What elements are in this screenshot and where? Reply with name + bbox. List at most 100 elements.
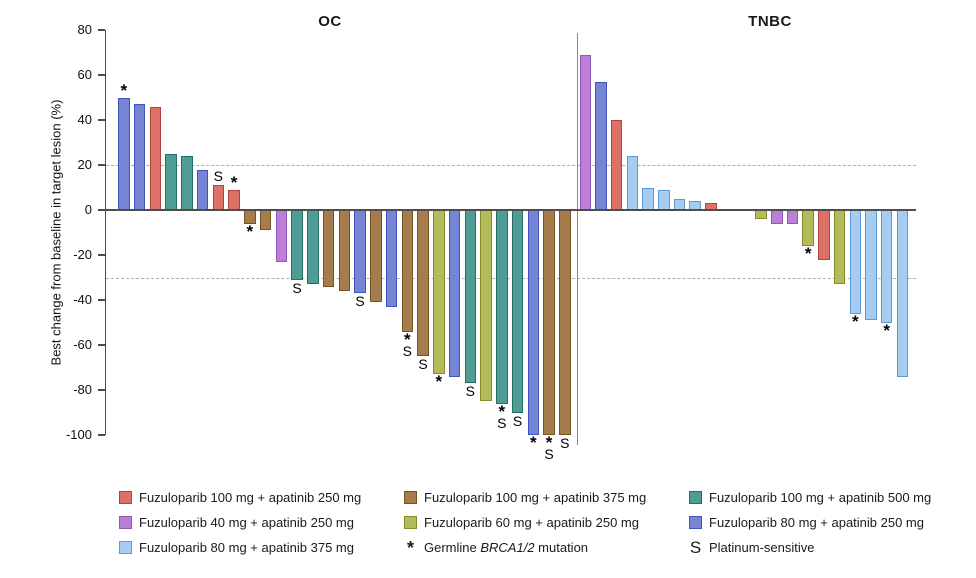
platinum-sensitive-mark: S xyxy=(213,168,223,185)
brca-mutation-mark: * xyxy=(403,329,411,349)
legend-column: Fuzuloparib 100 mg + apatinib 375 mg Fuzu… xyxy=(404,485,646,560)
bar xyxy=(291,210,303,280)
bar-marks: S xyxy=(550,436,580,456)
legend-label: Germline BRCA1/2 mutation xyxy=(424,540,589,555)
y-tick xyxy=(97,434,105,436)
bar xyxy=(181,156,193,210)
bar xyxy=(370,210,382,303)
bar xyxy=(755,210,767,219)
bar xyxy=(833,210,846,285)
zero-baseline xyxy=(106,209,916,211)
bar xyxy=(771,210,783,224)
y-axis-line xyxy=(104,30,107,435)
bar xyxy=(511,210,524,413)
bar xyxy=(595,81,607,210)
bar-marks: S xyxy=(204,164,234,183)
bar xyxy=(354,210,366,294)
y-tick xyxy=(97,119,105,121)
bar-marks: S xyxy=(408,356,438,377)
y-tick xyxy=(97,389,105,391)
bar xyxy=(118,97,130,210)
panel-title-oc: OC xyxy=(318,13,342,30)
legend-swatch-teal xyxy=(689,491,702,504)
bar-marks: * S xyxy=(393,329,423,366)
y-tick xyxy=(97,74,105,76)
legend-column: Fuzuloparib 100 mg + apatinib 250 mg Fuzu… xyxy=(119,485,361,560)
y-tick-label: -60 xyxy=(73,337,92,352)
bar xyxy=(896,210,909,377)
bar-marks: * xyxy=(424,373,454,395)
legend-label: Fuzuloparib 40 mg + apatinib 250 mg xyxy=(139,515,354,530)
asterisk-symbol: * xyxy=(406,537,414,558)
bar-marks: * S xyxy=(487,401,517,438)
brca-mutation-mark: * xyxy=(851,311,859,331)
y-tick-label: -100 xyxy=(65,427,92,442)
y-tick xyxy=(97,344,105,346)
bar-marks: * xyxy=(793,245,823,267)
platinum-sensitive-mark: S xyxy=(292,279,302,296)
brca-mutation-mark: * xyxy=(120,80,128,100)
platinum-sensitive-mark: S xyxy=(497,414,507,431)
legend-label: Fuzuloparib 80 mg + apatinib 250 mg xyxy=(709,515,924,530)
reference-line--30 xyxy=(106,277,916,279)
legend-swatch-olive xyxy=(404,516,417,529)
legend-label: Fuzuloparib 100 mg + apatinib 500 mg xyxy=(709,490,932,505)
legend-item: Fuzuloparib 60 mg + apatinib 250 mg xyxy=(404,510,646,535)
y-tick-label: 20 xyxy=(77,157,92,172)
bar-marks: * S xyxy=(534,433,564,469)
bar xyxy=(658,189,670,210)
bar xyxy=(385,210,398,307)
bar xyxy=(322,210,335,287)
panel-divider-line xyxy=(576,33,578,445)
y-tick-label: 40 xyxy=(77,112,92,127)
bar xyxy=(543,210,555,435)
platinum-sensitive-mark: S xyxy=(355,293,365,310)
legend-swatch-purple xyxy=(119,516,132,529)
legend-item: S Platinum-sensitive xyxy=(689,535,931,560)
bar xyxy=(496,210,508,404)
legend-label: Fuzuloparib 100 mg + apatinib 375 mg xyxy=(424,490,647,505)
brca-mutation-mark: * xyxy=(246,221,254,241)
bar-marks: * xyxy=(841,311,871,335)
bar xyxy=(849,210,862,314)
legend-item: Fuzuloparib 100 mg + apatinib 500 mg xyxy=(689,485,931,510)
s-symbol: S xyxy=(689,538,702,557)
bar xyxy=(307,210,319,285)
brca-mutation-mark: * xyxy=(230,172,238,192)
bar xyxy=(880,210,893,323)
brca-mutation-mark: * xyxy=(498,401,506,421)
legend-swatch-violet xyxy=(689,516,702,529)
bar-marks: S xyxy=(456,383,486,404)
bar xyxy=(626,156,639,210)
bar-marks: * xyxy=(872,320,902,344)
legend-item: * Germline BRCA1/2 mutation xyxy=(404,535,646,560)
legend-item: Fuzuloparib 40 mg + apatinib 250 mg xyxy=(119,510,361,535)
y-tick-label: 0 xyxy=(84,202,92,217)
bar-marks: S xyxy=(282,279,312,301)
bar xyxy=(579,54,591,210)
brca-mutation-mark: * xyxy=(883,320,890,340)
bar xyxy=(786,210,799,224)
panel-title-tnbc: TNBC xyxy=(748,13,792,30)
brca-mutation-mark: * xyxy=(545,433,553,452)
platinum-sensitive-mark: S xyxy=(402,342,412,359)
platinum-sensitive-mark: S xyxy=(465,383,475,400)
bar xyxy=(133,104,146,210)
bar-marks: * xyxy=(235,221,265,245)
bar-marks: S xyxy=(503,412,533,434)
platinum-sensitive-mark: S xyxy=(512,412,523,429)
bar xyxy=(212,185,224,210)
y-tick-label: -20 xyxy=(73,247,92,262)
bar xyxy=(448,210,461,377)
y-tick xyxy=(97,29,105,31)
legend-swatch-red xyxy=(119,491,132,504)
bar xyxy=(275,210,287,262)
legend-label: Fuzuloparib 60 mg + apatinib 250 mg xyxy=(424,515,639,530)
y-tick xyxy=(97,299,105,301)
bar xyxy=(165,153,177,210)
legend-swatch-lightblue xyxy=(119,541,132,554)
platinum-sensitive-mark: S xyxy=(418,356,428,373)
legend-item: Fuzuloparib 100 mg + apatinib 375 mg xyxy=(404,485,646,510)
bar-marks: * xyxy=(109,77,139,100)
y-tick xyxy=(97,164,105,166)
